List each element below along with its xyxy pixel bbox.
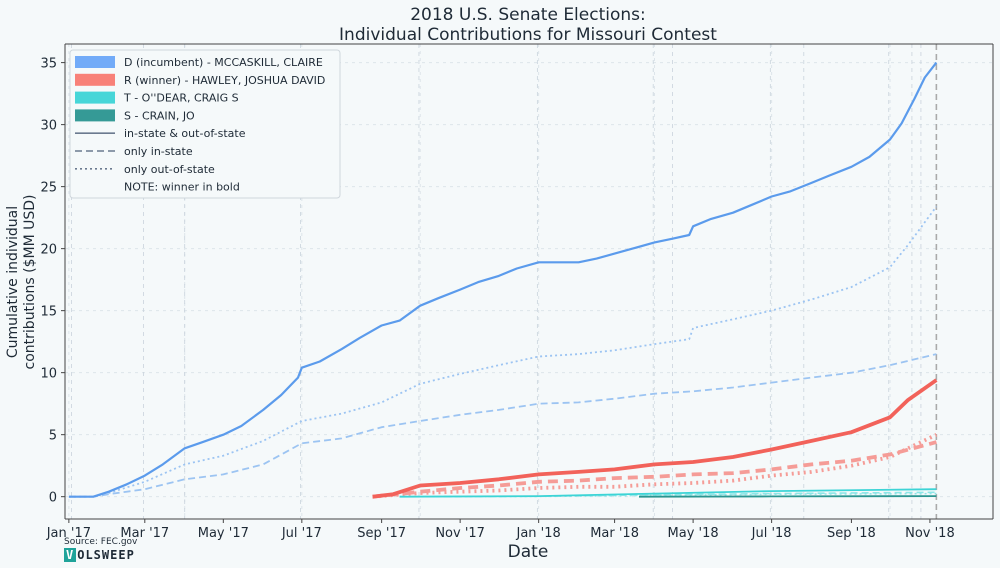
y-axis-title: Cumulative individual contributions ($MM… [5, 195, 38, 370]
legend-label: S - CRAIN, JO [124, 109, 195, 122]
legend-label: D (incumbent) - MCCASKILL, CLAIRE [124, 56, 323, 69]
series-line-d-total [68, 61, 938, 498]
volsweep-logo: V OLSWEEP [64, 548, 135, 562]
x-tick-label: Sep '18 [827, 526, 876, 541]
series-line-d-in-state [68, 353, 937, 498]
series-line-r-in-state [372, 440, 937, 499]
legend-swatch [75, 91, 115, 104]
legend-label: only out-of-state [124, 163, 215, 176]
legend: D (incumbent) - MCCASKILL, CLAIRE R (winn… [69, 49, 341, 199]
x-tick-label: Mar '17 [120, 526, 169, 541]
x-tick-label: Jan '17 [46, 526, 91, 541]
legend-entries: D (incumbent) - MCCASKILL, CLAIRE R (winn… [75, 56, 325, 194]
source-note: Source: FEC.gov [64, 537, 138, 547]
x-tick-label: Jul '18 [751, 526, 792, 541]
x-tick-label: Nov '17 [435, 526, 485, 541]
y-tick-label: 15 [40, 305, 57, 320]
legend-label: T - O''DEAR, CRAIG S [123, 92, 239, 105]
x-tick-label: Nov '18 [905, 526, 955, 541]
legend-box [69, 49, 341, 199]
legend-label: NOTE: winner in bold [124, 181, 240, 194]
y-tick-label: 25 [40, 181, 57, 196]
x-tick-label: Jul '17 [281, 526, 322, 541]
series-line-r-total [372, 378, 938, 499]
y-tick-label: 30 [40, 119, 57, 134]
legend-label: R (winner) - HAWLEY, JOSHUA DAVID [124, 74, 325, 87]
logo-mark: V [64, 548, 77, 562]
legend-label: in-state & out-of-state [124, 127, 246, 140]
grid-layer [65, 44, 993, 519]
x-axis-title: Date [508, 542, 549, 562]
x-tick-label: Sep '17 [357, 526, 406, 541]
chart-title-line-1: 2018 U.S. Senate Elections: [410, 5, 646, 25]
series-line-s-total [638, 495, 937, 498]
series-line-t-total [399, 488, 937, 498]
x-tick-label: Jan '18 [516, 526, 561, 541]
chart-title-line-2: Individual Contributions for Missouri Co… [339, 25, 717, 45]
y-tick-label: 0 [49, 491, 57, 506]
y-tick-label: 35 [40, 57, 57, 72]
y-axis-title-line-1: Cumulative individual [5, 206, 21, 358]
series-line-t-out-of-state [399, 492, 937, 498]
y-tick-label: 5 [49, 429, 57, 444]
y-tick-label: 10 [40, 367, 57, 382]
y-axis-title-line-2: contributions ($MM USD) [22, 195, 38, 370]
legend-label: only in-state [124, 145, 193, 158]
legend-swatch [75, 73, 115, 86]
y-tick-label: 20 [40, 243, 57, 258]
x-tick-label: May '17 [198, 526, 249, 541]
series-line-r-out-of-state [372, 432, 938, 499]
legend-swatch [75, 56, 115, 68]
series-layer [68, 61, 938, 499]
legend-swatch [75, 109, 115, 122]
ticks-layer: 0 5 10 15 20 25 30 35 Jan '17 Mar '17 May '17 Jul '… [40, 57, 954, 541]
x-tick-label: Mar '18 [590, 526, 639, 541]
logo-wordmark: OLSWEEP [77, 548, 135, 562]
series-line-d-out-of-state [68, 205, 938, 498]
x-tick-label: May '18 [668, 526, 719, 541]
